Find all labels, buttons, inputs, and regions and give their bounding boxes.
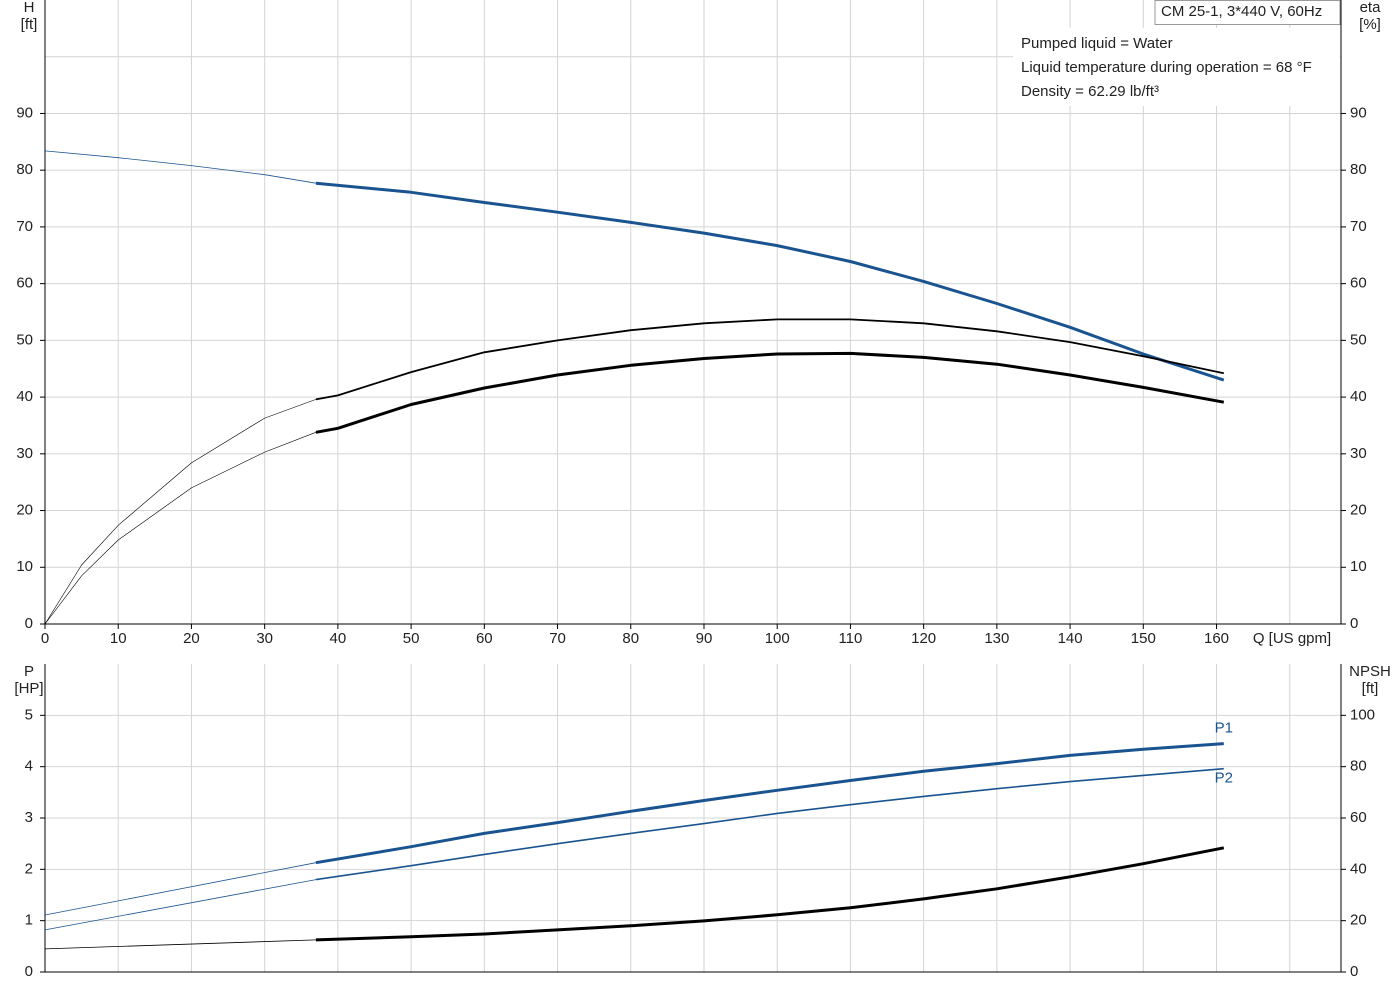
- y-tick-label: 60: [16, 275, 33, 292]
- y2-tick-label: 70: [1350, 218, 1367, 235]
- y-tick-label: 1: [25, 912, 33, 929]
- y-tick-label: 4: [25, 758, 33, 775]
- curve: [44, 939, 316, 950]
- curve: [315, 351, 1225, 434]
- y2-axis-label: eta: [1360, 0, 1382, 16]
- y2-tick-label: 80: [1350, 758, 1367, 775]
- y2-tick-label: 40: [1350, 860, 1367, 877]
- y-tick-label: 0: [25, 615, 33, 632]
- title: CM 25-1, 3*440 V, 60Hz: [1161, 3, 1322, 20]
- y2-tick-label: 0: [1350, 615, 1358, 632]
- y2-axis-label: [%]: [1359, 16, 1381, 33]
- note: Density = 62.29 lb/ft³: [1021, 83, 1159, 100]
- y2-tick-label: 60: [1350, 809, 1367, 826]
- y-tick-label: 30: [16, 445, 33, 462]
- notes-bg: [1013, 28, 1340, 106]
- x-tick-label: 10: [110, 630, 127, 647]
- curve: [315, 181, 1225, 382]
- curve: [315, 846, 1225, 942]
- x-tick-label: 30: [256, 630, 273, 647]
- curve: [315, 767, 1224, 881]
- y-tick-label: 0: [25, 963, 33, 980]
- y-axis-label: P: [24, 663, 34, 680]
- x-tick-label: 80: [622, 630, 639, 647]
- y2-tick-label: 90: [1350, 104, 1367, 121]
- y-tick-label: 40: [16, 388, 33, 405]
- y-tick-label: 20: [16, 502, 33, 519]
- curve: [44, 399, 317, 625]
- x-tick-label: 60: [476, 630, 493, 647]
- x-tick-label: 100: [765, 630, 790, 647]
- y-tick-label: 2: [25, 860, 33, 877]
- x-tick-label: 40: [330, 630, 347, 647]
- curve: [315, 742, 1224, 865]
- curve-label: P1: [1215, 720, 1233, 737]
- y-axis-label: H: [24, 0, 35, 16]
- curve-label: P2: [1215, 770, 1233, 787]
- x-tick-label: 130: [984, 630, 1009, 647]
- x-tick-label: 70: [549, 630, 566, 647]
- x-tick-label: 90: [696, 630, 713, 647]
- y2-axis-label: [ft]: [1362, 680, 1379, 697]
- x-tick-label: 120: [911, 630, 936, 647]
- x-tick-label: 20: [183, 630, 200, 647]
- y2-tick-label: 20: [1350, 502, 1367, 519]
- curve: [44, 879, 316, 931]
- y2-tick-label: 80: [1350, 161, 1367, 178]
- y2-tick-label: 10: [1350, 558, 1367, 575]
- x-tick-label: 160: [1204, 630, 1229, 647]
- curve: [44, 150, 316, 184]
- y-tick-label: 50: [16, 331, 33, 348]
- y2-tick-label: 100: [1350, 706, 1375, 723]
- note: Liquid temperature during operation = 68…: [1021, 59, 1312, 76]
- y2-axis-label: NPSH: [1349, 663, 1391, 680]
- y-tick-label: 90: [16, 104, 33, 121]
- y2-tick-label: 0: [1350, 963, 1358, 980]
- y2-tick-label: 30: [1350, 445, 1367, 462]
- x-tick-label: 110: [838, 630, 862, 647]
- y2-tick-label: 20: [1350, 912, 1367, 929]
- title-box: [1154, 0, 1341, 25]
- y-axis-label: [HP]: [14, 680, 43, 697]
- curve: [44, 432, 317, 625]
- y-tick-label: 3: [25, 809, 33, 826]
- y-tick-label: 5: [25, 706, 33, 723]
- curve: [315, 318, 1224, 401]
- y2-tick-label: 50: [1350, 331, 1367, 348]
- y2-tick-label: 60: [1350, 275, 1367, 292]
- y-tick-label: 10: [16, 558, 33, 575]
- y-axis-label: [ft]: [21, 16, 38, 33]
- x-tick-label: 0: [41, 630, 49, 647]
- y2-tick-label: 40: [1350, 388, 1367, 405]
- x-axis-label: Q [US gpm]: [1253, 630, 1331, 647]
- x-tick-label: 50: [403, 630, 420, 647]
- x-tick-label: 150: [1131, 630, 1156, 647]
- y-tick-label: 70: [16, 218, 33, 235]
- y-tick-label: 80: [16, 161, 33, 178]
- x-tick-label: 140: [1058, 630, 1083, 647]
- note: Pumped liquid = Water: [1021, 35, 1173, 52]
- curve: [44, 862, 316, 916]
